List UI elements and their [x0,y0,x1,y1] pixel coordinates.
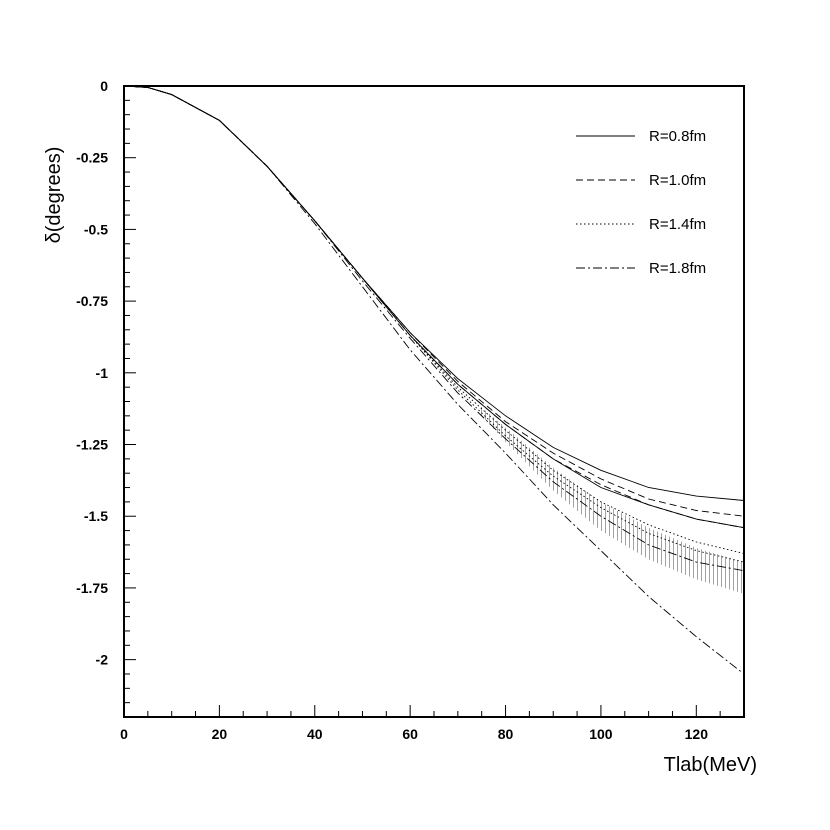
x-tick-label: 0 [120,726,128,742]
y-tick-label: -1.5 [84,508,108,524]
series-1-curve-0 [123,85,745,517]
x-tick-label: 40 [307,726,323,742]
series-2-curve-1 [123,85,745,563]
y-tick-label: 0 [100,78,108,94]
y-axis-title: δ(degrees) [43,147,65,244]
series-3-curve-0 [123,85,745,572]
tick-labels: 0 20 40 60 80 100 120 0 -0.25 -0.5 -0.75 -1 -1.25 -1.… [76,78,708,742]
series-0-curve-1 [123,85,745,529]
series-2-curve-0 [123,85,745,554]
legend-label-0: R=0.8fm [649,128,706,145]
legend-label-2: R=1.4fm [649,216,706,233]
y-tick-label: -0.75 [76,293,108,309]
legend-label-3: R=1.8fm [649,260,706,277]
y-tick-label: -1 [96,365,109,381]
x-tick-label: 120 [685,726,709,742]
series-lines [123,85,745,675]
y-tick-label: -0.25 [76,150,108,166]
y-tick-label: -1.25 [76,437,108,453]
y-tick-label: -2 [96,652,109,668]
x-tick-label: 20 [212,726,228,742]
x-tick-label: 60 [402,726,418,742]
x-tick-label: 80 [498,726,514,742]
series-0-curve-0 [123,85,745,501]
y-tick-label: -0.5 [84,221,108,237]
legend: R=0.8fm R=1.0fm R=1.4fm R=1.8fm [576,128,706,277]
y-tick-label: -1.75 [76,580,108,596]
uncertainty-band [481,407,742,593]
tick-marks [123,85,745,718]
legend-label-1: R=1.0fm [649,172,706,189]
series-1-curve-1 [123,85,745,529]
x-tick-label: 100 [589,726,613,742]
x-axis-title: Tlab(MeV) [664,754,757,776]
